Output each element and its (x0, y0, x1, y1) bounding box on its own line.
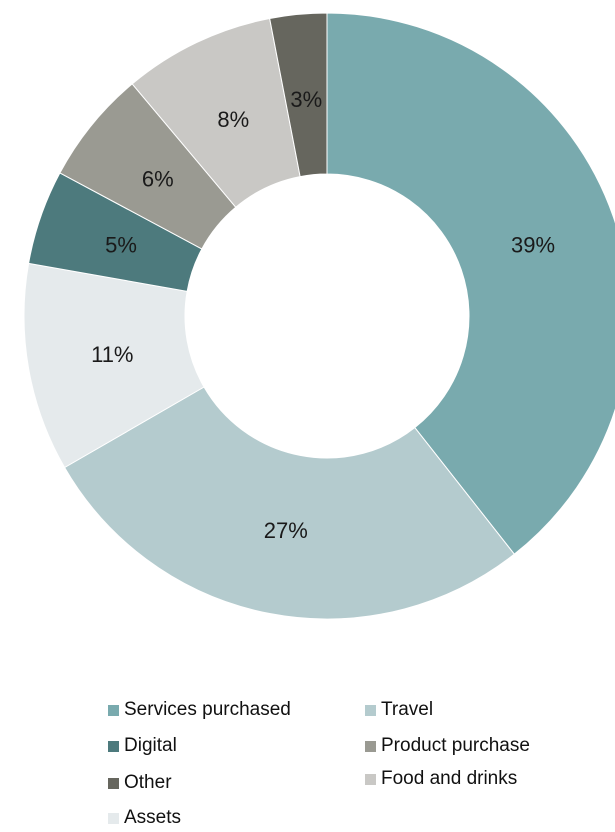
legend-item-product-purchase: Product purchase (365, 732, 530, 760)
legend-item-food-and-drinks: Food and drinks (365, 765, 517, 793)
legend-swatch (108, 704, 119, 716)
legend-item-assets: Assets (108, 804, 181, 832)
donut-slice-assets (23, 262, 205, 469)
legend-item-other: Other (108, 769, 172, 797)
donut-slice-travel (63, 386, 516, 620)
donut-slice-other (269, 12, 328, 178)
donut-slice-label: 6% (142, 167, 174, 192)
donut-slice-label: 5% (105, 233, 137, 258)
legend-label: Digital (124, 735, 177, 756)
donut-slice-label: 11% (91, 342, 133, 367)
legend-label: Product purchase (381, 735, 530, 756)
legend-swatch (365, 773, 376, 785)
donut-slice-label: 8% (217, 107, 249, 132)
legend-item-travel: Travel (365, 696, 433, 724)
legend-item-digital: Digital (108, 732, 177, 760)
legend-swatch (108, 777, 119, 789)
donut-slice-label: 3% (290, 87, 322, 112)
chart-legend: Services purchased Travel Digital Produc… (108, 696, 608, 828)
legend-label: Travel (381, 699, 434, 720)
legend-swatch (108, 740, 119, 752)
donut-slice-label: 27% (264, 518, 308, 543)
donut-slice-services-purchased (326, 12, 615, 555)
legend-label: Food and drinks (381, 768, 518, 789)
legend-label: Services purchased (124, 699, 291, 720)
legend-swatch (365, 740, 376, 752)
legend-swatch (365, 704, 376, 716)
legend-label: Other (124, 772, 172, 793)
legend-item-services-purchased: Services purchased (108, 696, 291, 724)
donut-slice-label: 39% (511, 233, 555, 258)
legend-swatch (108, 812, 119, 824)
legend-label: Assets (124, 807, 182, 828)
